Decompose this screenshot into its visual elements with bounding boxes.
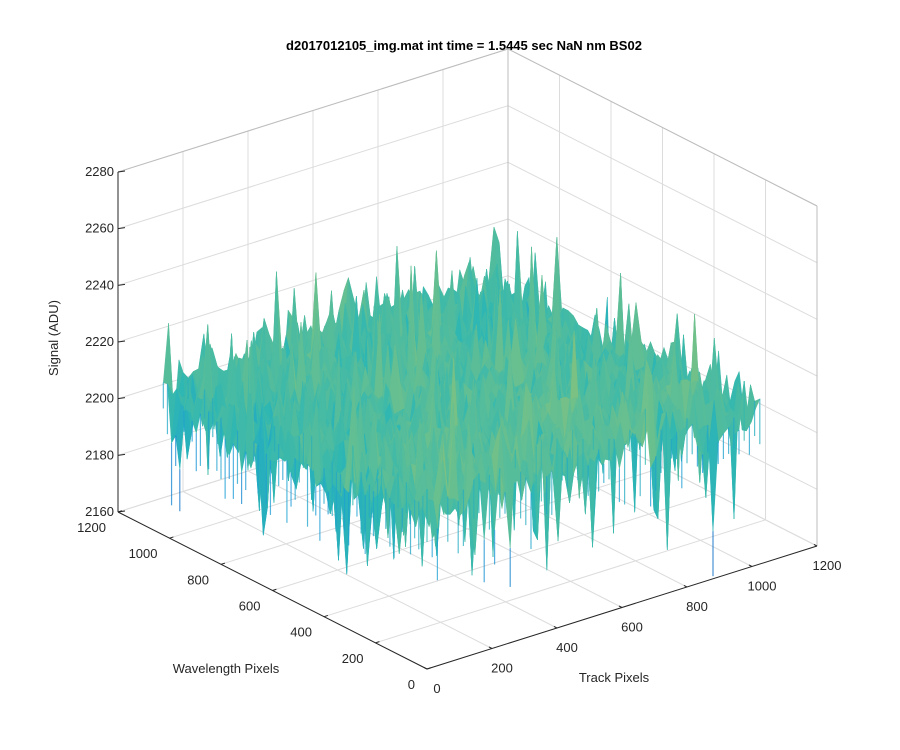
x-tick-mark xyxy=(618,605,623,608)
z-tick-mark xyxy=(117,283,126,286)
y-tick-mark xyxy=(426,667,432,670)
surface-patch xyxy=(422,488,433,539)
z-tick-mark xyxy=(117,340,126,343)
x-tick-mark xyxy=(423,666,428,670)
x-tick-label: 1200 xyxy=(813,558,842,573)
z-tick-mark xyxy=(117,170,126,173)
y-tick-label: 1200 xyxy=(77,520,106,535)
floor-grid-y xyxy=(272,467,663,591)
back-wall-grid-z xyxy=(117,105,509,230)
y-tick-mark xyxy=(220,562,226,565)
y-tick-mark xyxy=(169,536,174,539)
z-tick-label: 2180 xyxy=(85,447,114,462)
side-wall-grid-z xyxy=(507,161,818,320)
x-tick-mark xyxy=(553,625,558,629)
floor-grid-y xyxy=(375,519,766,644)
z-tick-mark xyxy=(117,453,126,456)
z-tick-label: 2220 xyxy=(85,334,114,349)
side-wall-grid-z xyxy=(507,105,818,264)
y-tick-mark xyxy=(323,614,329,618)
box-edge xyxy=(117,48,509,173)
z-tick-mark xyxy=(117,510,126,513)
y-tick-label: 200 xyxy=(342,651,364,666)
y-tick-mark xyxy=(375,641,380,644)
x-tick-label: 400 xyxy=(556,640,578,655)
x-tick-label: 200 xyxy=(491,661,513,676)
y-axis-label: Wavelength Pixels xyxy=(173,661,280,676)
y-tick-label: 1000 xyxy=(129,546,158,561)
x-tick-mark xyxy=(813,543,818,547)
track-axis-ticks: 0 200 400 600 800 1000 1200 xyxy=(423,543,842,696)
z-tick-mark xyxy=(117,227,126,230)
chart-title: d2017012105_img.mat int time = 1.5445 se… xyxy=(286,38,642,53)
x-tick-label: 600 xyxy=(621,620,643,635)
x-tick-mark xyxy=(748,564,753,567)
z-tick-label: 2280 xyxy=(85,164,114,179)
z-tick-label: 2200 xyxy=(85,391,114,406)
y-tick-label: 0 xyxy=(408,677,415,692)
z-axis-label: Signal (ADU) xyxy=(46,300,61,376)
y-tick-mark xyxy=(272,588,277,591)
z-tick-label: 2160 xyxy=(85,504,114,519)
x-axis-label: Track Pixels xyxy=(579,670,650,685)
wavelength-axis-ticks: 0 200 400 600 800 1000 1200 xyxy=(77,510,432,692)
side-wall-grid-z xyxy=(507,218,818,377)
z-tick-label: 2240 xyxy=(85,277,114,292)
y-tick-label: 400 xyxy=(290,625,312,640)
floor-grid-y xyxy=(323,493,715,618)
x-tick-label: 0 xyxy=(433,681,440,696)
x-tick-label: 800 xyxy=(686,599,708,614)
x-tick-label: 1000 xyxy=(748,579,777,594)
back-wall-grid-z xyxy=(117,161,509,286)
box-edge xyxy=(507,48,818,207)
surface-mesh xyxy=(162,226,761,587)
x-tick-mark xyxy=(488,646,493,649)
z-tick-label: 2260 xyxy=(85,221,114,236)
signal-axis-ticks: 2160 2180 2200 2220 2240 2260 2280 xyxy=(85,164,126,519)
back-wall-grid-z xyxy=(117,218,509,343)
x-tick-mark xyxy=(683,584,688,588)
z-tick-mark xyxy=(117,397,126,400)
y-tick-label: 600 xyxy=(239,599,261,614)
y-tick-label: 800 xyxy=(187,572,209,587)
